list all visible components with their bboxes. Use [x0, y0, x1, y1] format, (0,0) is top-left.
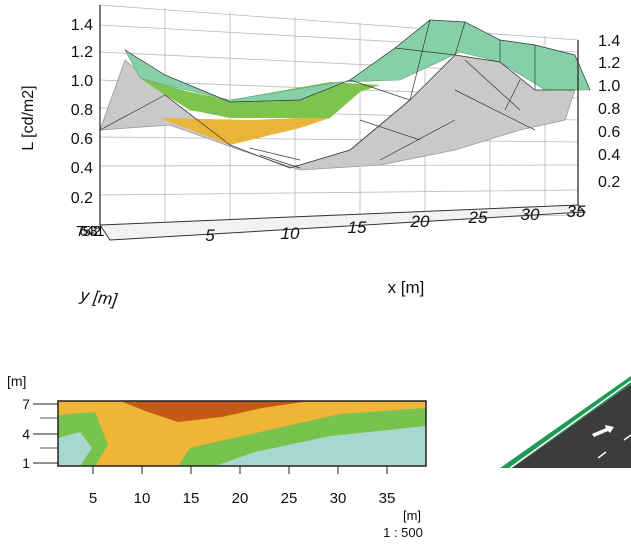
- z-tick-right: 1.0: [598, 78, 620, 95]
- z-tick-left: 1.0: [71, 73, 93, 90]
- y-depth-label: y [m]: [78, 285, 119, 309]
- road-arrow-marking: [592, 425, 614, 437]
- heatmap-scale-label: 1 : 500: [383, 525, 423, 540]
- x-tick: 15: [348, 218, 367, 237]
- z-axis-left: 1.4 1.2 1.0 0.8 0.6 0.4 0.2 L [cd/m2]: [20, 5, 101, 225]
- z-tick-left: 0.2: [71, 190, 93, 207]
- road-lane-dash: [623, 434, 631, 441]
- z-tick-right: 0.8: [598, 101, 620, 118]
- z-tick-left: 1.4: [71, 17, 93, 34]
- surface: [99, 19, 591, 171]
- surface-gray-underside: [99, 54, 576, 171]
- heatmap-x-tick: 30: [330, 490, 347, 507]
- x-axis-label: x [m]: [388, 278, 425, 297]
- heatmap-red-region: [120, 401, 310, 422]
- x-tick: 20: [410, 212, 430, 231]
- surface-wireframe: [99, 19, 591, 169]
- z-tick-left: 0.6: [71, 131, 93, 148]
- surface-orange-band: [160, 118, 330, 145]
- heatmap-x-unit: [m]: [403, 508, 421, 523]
- heatmap-x-tick: 20: [232, 490, 249, 507]
- surface-chart: 1.4 1.2 1.0 0.8 0.6 0.4 0.2 L [cd/m2] 1.…: [20, 4, 620, 310]
- x-axis-floor: 5 10 15 20 25 30 35 7654321 x [m] y [m]: [76, 202, 587, 310]
- z-tick-right: 0.4: [598, 147, 620, 164]
- heatmap-x-axis: 5 10 15 20 25 30 35 [m] 1 : 500: [89, 466, 423, 540]
- z-tick-left: 0.4: [71, 160, 93, 177]
- heatmap-y-tick: 1: [22, 455, 30, 471]
- heatmap-plot: [58, 401, 426, 466]
- z-axis-label: L [cd/m2]: [20, 85, 37, 150]
- road-lane-dash: [597, 451, 607, 459]
- heatmap-y-tick: 7: [22, 396, 30, 412]
- heatmap-x-tick: 25: [281, 490, 298, 507]
- x-tick: 5: [205, 226, 215, 245]
- z-tick-left: 1.2: [71, 44, 93, 61]
- heatmap-y-tick: 4: [22, 426, 30, 442]
- z-tick-right: 1.2: [598, 55, 620, 72]
- z-tick-right: 0.2: [598, 174, 620, 191]
- heatmap-teal-right: [215, 426, 426, 466]
- heatmap-chart: [m] 7 4 1 5 10 15 20 25 30 35 [m]: [7, 373, 427, 540]
- heatmap-y-axis: [m] 7 4 1: [7, 373, 58, 471]
- heatmap-y-unit: [m]: [7, 373, 26, 389]
- x-tick: 25: [468, 208, 488, 227]
- road-scene: [500, 376, 631, 469]
- road-edge-line: [509, 380, 631, 469]
- z-tick-left: 0.8: [71, 102, 93, 119]
- x-tick: 30: [521, 205, 540, 224]
- heatmap-x-tick: 35: [379, 490, 396, 507]
- heatmap-teal-left: [58, 432, 92, 466]
- road-verge: [500, 376, 631, 468]
- road-surface: [512, 384, 631, 468]
- z-tick-right: 0.6: [598, 124, 620, 141]
- heatmap-x-tick: 10: [134, 490, 151, 507]
- x-tick: 10: [281, 224, 300, 243]
- z-axis-right: 1.4 1.2 1.0 0.8 0.6 0.4 0.2: [577, 33, 620, 215]
- heatmap-x-tick: 5: [89, 490, 97, 507]
- x-tick: 35: [567, 202, 586, 221]
- z-tick-right: 1.4: [598, 33, 620, 50]
- heatmap-x-tick: 15: [183, 490, 200, 507]
